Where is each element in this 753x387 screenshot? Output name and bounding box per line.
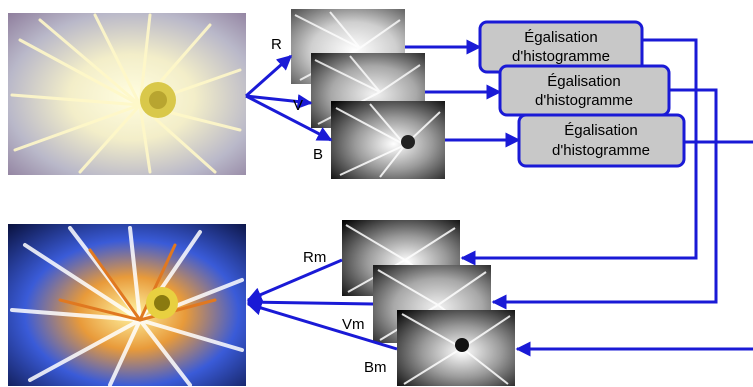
label-rm: Rm [303,249,326,266]
process-box-2-line1: Égalisation [547,73,620,90]
arrow-bm-to-output [246,300,398,351]
label-r: R [271,36,282,53]
process-box-2: Égalisation d'histogramme [498,64,671,117]
label-v: V [293,97,303,114]
process-box-3-line1: Égalisation [564,122,637,139]
channel-image-b [331,101,445,179]
channel-image-bm [397,310,515,386]
input-color-image [8,13,246,175]
arrow-to-b [245,94,333,142]
process-box-1-line2: d'histogramme [512,48,610,65]
flow-arrows [245,38,753,357]
process-box-3: Égalisation d'histogramme [517,113,686,168]
arrow-rm-to-output [246,258,343,302]
process-box-1-line1: Égalisation [524,29,597,46]
arrow-box2-to-vm [491,88,718,310]
arrow-to-v [245,94,313,110]
label-vm: Vm [342,316,365,333]
label-b: B [313,146,323,163]
process-box-2-line2: d'histogramme [535,92,633,109]
arrow-to-r [245,54,293,98]
process-box-1: Égalisation d'histogramme [478,20,644,74]
label-bm: Bm [364,359,387,376]
process-box-3-line2: d'histogramme [552,142,650,159]
output-color-image [8,224,246,387]
arrow-box1-to-rm [460,38,698,266]
arrow-vm-to-output [246,294,374,310]
